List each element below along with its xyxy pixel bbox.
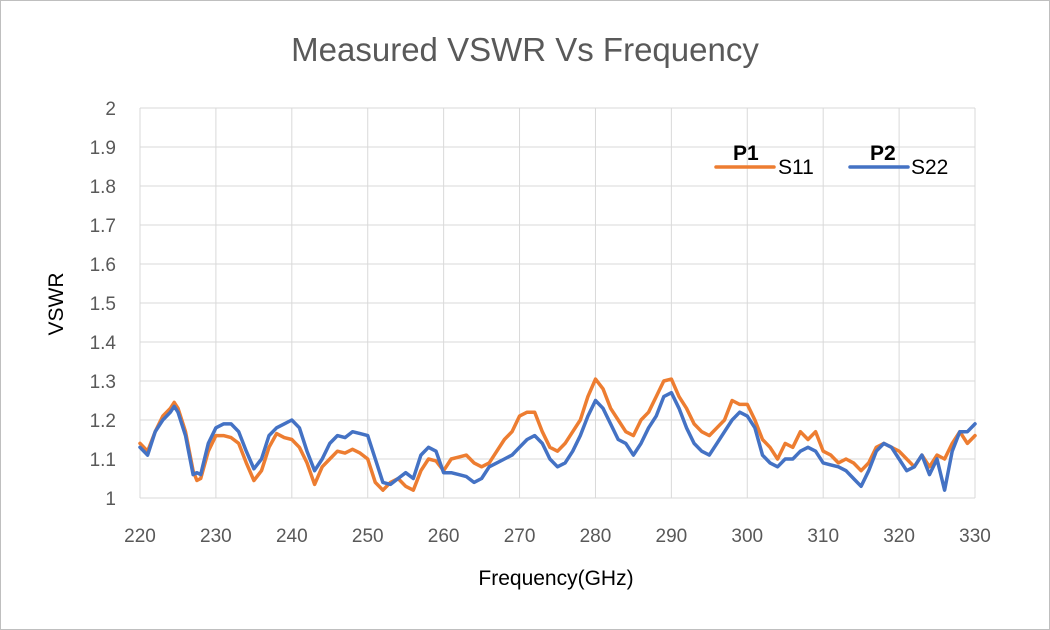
y-tick-label: 1.8 bbox=[90, 177, 116, 198]
x-tick-label: 330 bbox=[959, 526, 991, 547]
x-tick-label: 240 bbox=[276, 526, 308, 547]
grid bbox=[139, 107, 976, 499]
x-tick-label: 310 bbox=[807, 526, 839, 547]
y-tick-label: 2 bbox=[105, 99, 116, 120]
y-tick-label: 1.5 bbox=[90, 294, 116, 315]
series-line-s11 bbox=[138, 377, 977, 492]
y-axis-label: VSWR bbox=[45, 273, 68, 336]
legend-label-s11: S11 bbox=[778, 156, 814, 179]
y-tick-label: 1.6 bbox=[90, 255, 116, 276]
series-line-s22 bbox=[138, 390, 977, 492]
legend-tag-p1: P1 bbox=[733, 142, 759, 165]
legend: P1 S11 P2 S22 bbox=[714, 142, 948, 179]
x-tick-label: 220 bbox=[124, 526, 156, 547]
series-layer bbox=[138, 377, 977, 492]
y-tick-label: 1.7 bbox=[90, 216, 116, 237]
y-tick-label: 1.1 bbox=[90, 450, 116, 471]
legend-item-s11: P1 S11 bbox=[714, 142, 814, 179]
x-tick-label: 260 bbox=[428, 526, 460, 547]
chart-title: Measured VSWR Vs Frequency bbox=[291, 31, 759, 68]
y-tick-label: 1.3 bbox=[90, 372, 116, 393]
x-tick-label: 320 bbox=[883, 526, 915, 547]
y-tick-label: 1.9 bbox=[90, 138, 116, 159]
x-tick-label: 290 bbox=[656, 526, 688, 547]
y-tick-label: 1 bbox=[105, 489, 116, 510]
x-tick-label: 270 bbox=[504, 526, 536, 547]
x-tick-label: 250 bbox=[352, 526, 384, 547]
legend-tag-p2: P2 bbox=[870, 142, 896, 165]
y-tick-label: 1.4 bbox=[90, 333, 117, 354]
y-tick-label: 1.2 bbox=[90, 411, 116, 432]
legend-label-s22: S22 bbox=[911, 156, 948, 179]
x-tick-label: 280 bbox=[580, 526, 612, 547]
x-tick-label: 230 bbox=[200, 526, 232, 547]
x-tick-label: 300 bbox=[731, 526, 763, 547]
x-axis-label: Frequency(GHz) bbox=[478, 567, 633, 590]
legend-item-s22: P2 S22 bbox=[848, 142, 948, 179]
tick-labels: 1 1.1 1.2 1.3 1.4 1.5 1.6 1.7 1.8 1.9 2 220 230 240 25… bbox=[90, 99, 991, 547]
